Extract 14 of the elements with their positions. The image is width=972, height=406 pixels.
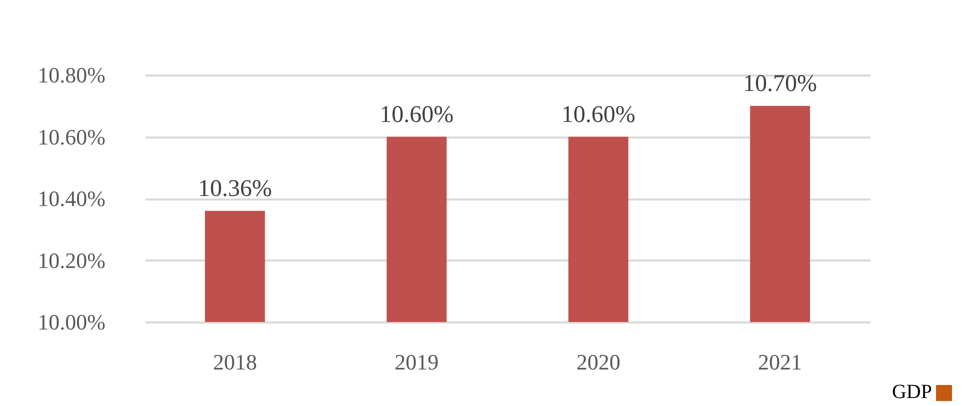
y-tick-label: 10.80%	[38, 62, 106, 88]
text: GDP	[892, 381, 932, 404]
y-tick-label: 10.00%	[38, 310, 106, 334]
data-label: 10.70%	[743, 70, 818, 97]
data-label: 10.60%	[380, 102, 454, 128]
data-label: 10.36%	[198, 176, 272, 202]
y-tick-label: 10.20%	[38, 248, 106, 273]
data-label: 10.60%	[561, 102, 636, 128]
x-tick-label: 2021	[758, 350, 802, 374]
x-tick-label: 2020	[576, 350, 620, 374]
y-tick-label: 10.40%	[38, 186, 106, 211]
y-tick-label: 10.60%	[38, 124, 106, 150]
x-tick-label: 2018	[212, 350, 257, 374]
x-tick-label: 2019	[394, 350, 439, 374]
